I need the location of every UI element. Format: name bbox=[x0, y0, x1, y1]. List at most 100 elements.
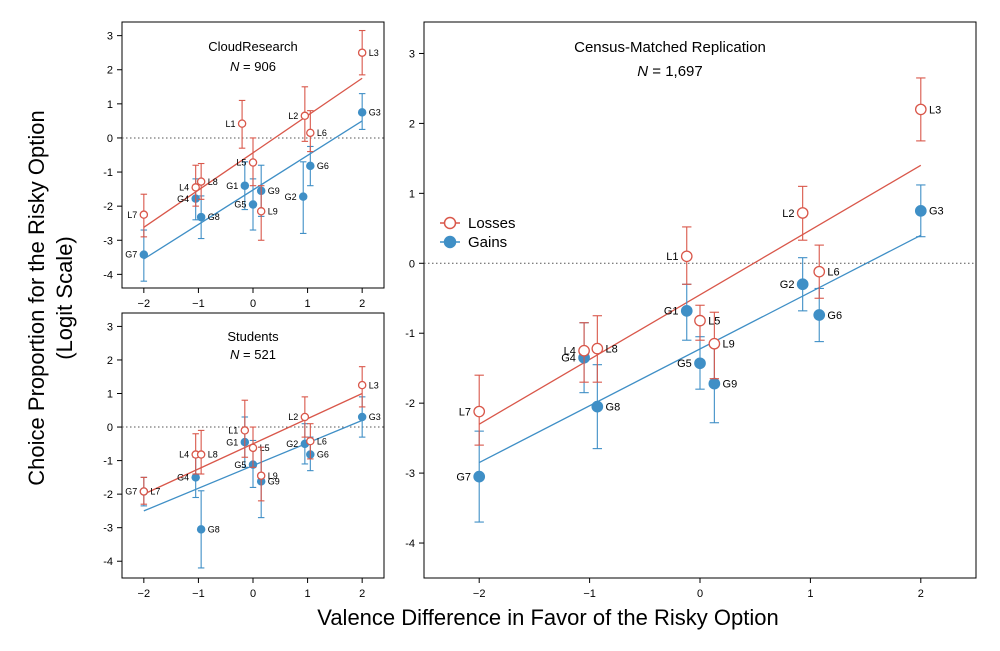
gains-point-G8 bbox=[591, 400, 604, 413]
y-tick-label: -3 bbox=[103, 235, 113, 247]
y-tick-label: 0 bbox=[107, 422, 113, 434]
x-tick-label: −2 bbox=[138, 588, 151, 600]
point-label-L1: L1 bbox=[228, 426, 238, 436]
losses-point-L9 bbox=[256, 471, 266, 480]
losses-point-L8 bbox=[591, 342, 604, 355]
point-label-G1: G1 bbox=[226, 181, 238, 191]
y-tick-label: -3 bbox=[405, 468, 415, 480]
losses-point-L2 bbox=[300, 412, 310, 422]
y-tick-label: -4 bbox=[405, 538, 415, 550]
losses-point-L5 bbox=[248, 158, 258, 167]
losses-point-L7 bbox=[473, 405, 486, 418]
point-label-G5: G5 bbox=[234, 200, 246, 210]
y-tick-label: 2 bbox=[107, 355, 113, 367]
x-tick-label: 2 bbox=[359, 588, 365, 600]
panel-sample-size: N = 1,697 bbox=[637, 63, 702, 80]
losses-point-L5 bbox=[248, 443, 258, 453]
point-label-L6: L6 bbox=[827, 267, 839, 279]
point-label-L1: L1 bbox=[225, 119, 235, 129]
point-label-G6: G6 bbox=[317, 161, 329, 171]
panel-title: Students bbox=[227, 329, 279, 344]
x-tick-label: −1 bbox=[192, 298, 205, 310]
y-tick-label: -2 bbox=[103, 489, 113, 501]
x-tick-label: 2 bbox=[359, 298, 365, 310]
y-tick-label: -1 bbox=[103, 456, 113, 468]
y-axis-label-line2: (Logit Scale) bbox=[52, 236, 77, 360]
y-tick-label: 1 bbox=[107, 99, 113, 111]
panel-title: Census-Matched Replication bbox=[574, 39, 766, 56]
point-label-L4: L4 bbox=[179, 183, 189, 193]
x-tick-label: 0 bbox=[250, 588, 256, 600]
x-tick-label: −1 bbox=[583, 588, 596, 600]
x-tick-label: 0 bbox=[250, 298, 256, 310]
point-label-G7: G7 bbox=[456, 471, 471, 483]
point-label-L8: L8 bbox=[208, 177, 218, 187]
gains-point-G8 bbox=[196, 525, 206, 534]
point-label-G8: G8 bbox=[208, 525, 220, 535]
point-label-L2: L2 bbox=[288, 412, 298, 422]
losses-point-L6 bbox=[306, 128, 315, 138]
y-tick-label: -4 bbox=[103, 269, 113, 281]
point-label-G4: G4 bbox=[177, 473, 189, 483]
losses-point-L7 bbox=[139, 210, 149, 219]
y-tick-label: 3 bbox=[107, 321, 113, 333]
x-tick-label: 2 bbox=[918, 588, 924, 600]
point-label-G9: G9 bbox=[268, 477, 280, 487]
y-tick-label: 3 bbox=[107, 31, 113, 43]
losses-fit-line bbox=[478, 164, 922, 425]
y-tick-label: 1 bbox=[107, 389, 113, 401]
y-tick-label: -3 bbox=[103, 523, 113, 535]
losses-point-L6 bbox=[306, 436, 315, 446]
point-label-G3: G3 bbox=[929, 206, 944, 218]
x-tick-label: 1 bbox=[305, 298, 311, 310]
losses-point-L9 bbox=[708, 337, 721, 350]
gains-point-G4 bbox=[191, 473, 200, 482]
y-tick-label: 0 bbox=[107, 133, 113, 145]
panel-census: -4 -3 -2 -1 0 1 2 3 −2 −1 0 1 2 Census-Matched Replic… bbox=[405, 21, 977, 600]
point-label-G4: G4 bbox=[561, 353, 576, 365]
y-tick-label: -1 bbox=[103, 167, 113, 179]
plot-frame bbox=[423, 21, 977, 579]
panel-students: -4 -3 -2 -1 0 1 2 3 −2 −1 0 1 2 Students N = 521 G1 G2 G3… bbox=[103, 312, 385, 600]
point-label-L3: L3 bbox=[929, 104, 941, 116]
gains-point-G3 bbox=[357, 108, 367, 117]
point-label-G8: G8 bbox=[208, 212, 220, 222]
panel-cloudresearch: -4 -3 -2 -1 0 1 2 3 −2 −1 0 1 2 CloudResearch N = 906 G… bbox=[103, 21, 385, 310]
point-label-L2: L2 bbox=[782, 208, 794, 220]
point-label-G1: G1 bbox=[226, 437, 238, 447]
point-label-L6: L6 bbox=[317, 128, 327, 138]
losses-point-L9 bbox=[256, 207, 266, 216]
point-label-G6: G6 bbox=[317, 450, 329, 460]
point-label-G6: G6 bbox=[827, 310, 842, 322]
gains-point-G8 bbox=[196, 212, 206, 222]
y-axis-label-line1: Choice Proportion for the Risky Option bbox=[24, 110, 49, 485]
point-label-G3: G3 bbox=[369, 108, 381, 118]
point-label-G9: G9 bbox=[723, 378, 738, 390]
losses-point-L7 bbox=[139, 487, 149, 496]
point-label-L9: L9 bbox=[268, 471, 278, 481]
losses-point-L4 bbox=[578, 344, 590, 357]
x-axis-label: Valence Difference in Favor of the Risky… bbox=[317, 605, 778, 630]
gains-point-G6 bbox=[306, 161, 315, 171]
x-tick-label: −1 bbox=[192, 588, 205, 600]
panel-title: CloudResearch bbox=[208, 39, 298, 54]
losses-point-L1 bbox=[240, 426, 250, 435]
gains-point-G9 bbox=[708, 377, 721, 390]
y-tick-label: -4 bbox=[103, 556, 113, 568]
y-tick-label: 1 bbox=[409, 188, 415, 200]
point-label-L8: L8 bbox=[606, 343, 618, 355]
legend-gains-label: Gains bbox=[468, 234, 507, 251]
point-label-L1: L1 bbox=[666, 251, 678, 263]
y-tick-label: -2 bbox=[405, 398, 415, 410]
gains-point-G3 bbox=[357, 412, 367, 422]
point-label-G2: G2 bbox=[780, 279, 795, 291]
point-label-G1: G1 bbox=[664, 306, 679, 318]
point-label-G5: G5 bbox=[234, 460, 246, 470]
point-label-G8: G8 bbox=[606, 402, 621, 414]
x-tick-label: −2 bbox=[473, 588, 486, 600]
point-label-L5: L5 bbox=[236, 158, 246, 168]
gains-point-G7 bbox=[473, 470, 486, 483]
point-label-L7: L7 bbox=[127, 210, 137, 220]
point-label-L8: L8 bbox=[208, 450, 218, 460]
